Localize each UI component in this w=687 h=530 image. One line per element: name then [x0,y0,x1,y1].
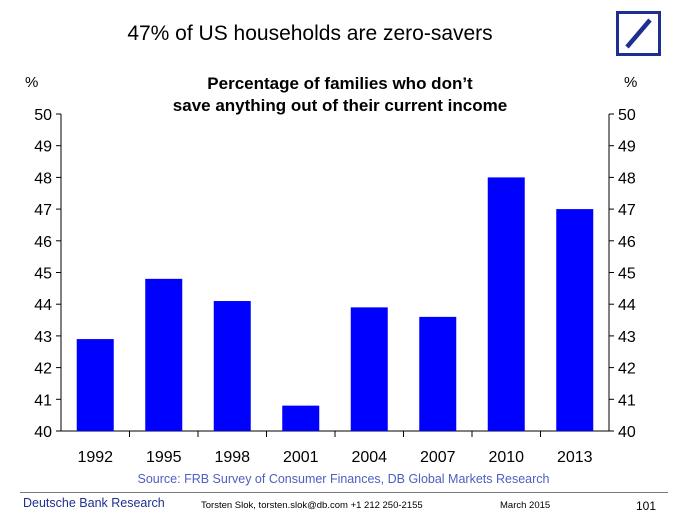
footer-divider [20,492,668,493]
source-note: Source: FRB Survey of Consumer Finances,… [137,472,550,486]
bar-2013 [556,209,594,431]
y-tick-label-right: 50 [618,107,636,124]
y-tick-label-left: 50 [34,107,52,124]
x-tick-label-2010: 2010 [488,449,524,466]
y-tick-label-left: 47 [34,202,52,219]
x-tick-label-1998: 1998 [214,449,250,466]
chart-title: Percentage of families who don’t save an… [110,73,570,117]
y-tick-label-right: 48 [618,170,636,187]
bar-1998 [213,301,251,431]
y-tick-label-right: 49 [618,139,636,156]
x-tick-label-2013: 2013 [557,449,593,466]
bar-2004 [350,307,388,431]
bar-2010 [487,177,525,431]
y-tick-label-right: 46 [618,234,636,251]
y-tick-label-right: 42 [618,361,636,378]
y-tick-label-left: 46 [34,234,52,251]
y-tick-label-right: 47 [618,202,636,219]
y-tick-label-right: 41 [618,392,636,409]
bar-1992 [76,339,114,431]
page-number: 101 [636,499,657,513]
left-axis-unit: % [25,74,39,91]
x-tick-label-1995: 1995 [146,449,182,466]
slide-title: 47% of US households are zero-savers [127,22,493,45]
bar-2007 [419,316,457,431]
footer-brand: Deutsche Bank Research [23,496,165,510]
x-tick-label-2001: 2001 [283,449,319,466]
y-tick-label-left: 42 [34,361,52,378]
x-tick-label-1992: 1992 [77,449,113,466]
y-tick-label-left: 49 [34,139,52,156]
y-tick-label-left: 41 [34,392,52,409]
right-axis-unit: % [624,74,638,91]
x-tick-label-2007: 2007 [420,449,456,466]
chart-title-line-1: Percentage of families who don’t [207,74,473,93]
footer-date: March 2015 [500,500,551,511]
bar-1995 [145,278,183,431]
y-tick-label-left: 40 [34,424,52,441]
deutsche-bank-logo-icon [616,11,661,56]
y-tick-label-right: 43 [618,329,636,346]
y-tick-label-left: 43 [34,329,52,346]
y-tick-label-right: 40 [618,424,636,441]
y-tick-label-left: 45 [34,266,52,283]
chart-title-line-2: save anything out of their current incom… [172,96,508,115]
bar-2001 [282,405,320,431]
y-tick-label-right: 44 [618,297,636,314]
footer-contact: Torsten Slok, torsten.slok@db.com +1 212… [201,500,423,511]
x-tick-label-2004: 2004 [351,449,387,466]
y-tick-label-left: 44 [34,297,52,314]
y-tick-label-right: 45 [618,266,636,283]
y-tick-label-left: 48 [34,170,52,187]
